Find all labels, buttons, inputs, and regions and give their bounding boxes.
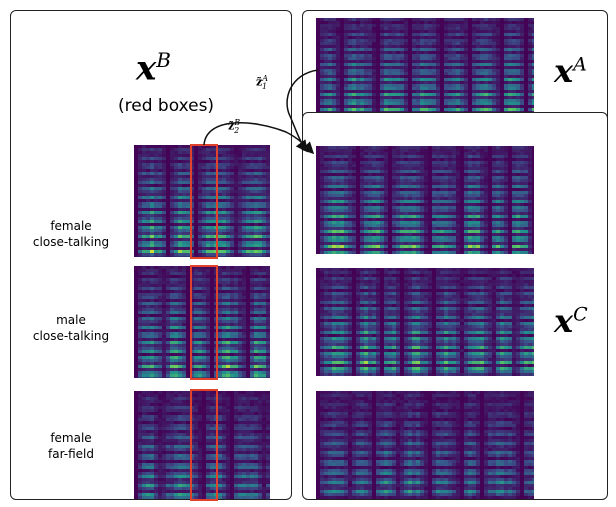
xa-symbol: xA <box>554 52 587 90</box>
row-label-line1: female <box>50 219 92 233</box>
spectrogram-texture <box>316 146 534 254</box>
z1a-sup: A <box>262 74 269 83</box>
arrow-z1a <box>286 69 319 153</box>
row-label-line1: male <box>56 313 86 327</box>
xc-symbol: xC <box>554 302 588 340</box>
arrow-z2b <box>203 122 315 155</box>
row-label-female-far: female far-field <box>16 430 126 462</box>
xc-superscript: C <box>573 303 588 326</box>
xa-superscript: A <box>573 53 587 76</box>
spectrogram-texture <box>316 18 534 126</box>
xb-symbol: xB <box>136 48 171 88</box>
spectrogram-female-far <box>134 391 270 499</box>
xb-base: x <box>136 48 157 89</box>
spectrogram-xc-1 <box>316 146 534 254</box>
row-label-female-close: female close-talking <box>16 218 126 250</box>
z2b-sub: 2 <box>234 125 240 135</box>
spectrogram-texture <box>316 268 534 376</box>
z1a-label: z̃A1 <box>256 74 269 91</box>
spectrogram-xc-2 <box>316 268 534 376</box>
row-label-line2: far-field <box>48 447 94 461</box>
red-box-2 <box>190 265 218 380</box>
spectrogram-xa <box>316 18 534 126</box>
row-label-line2: close-talking <box>32 235 110 249</box>
z1a-base: z̃ <box>256 75 263 89</box>
row-label-male-close: male close-talking <box>16 312 126 344</box>
row-label-line1: female <box>50 431 92 445</box>
spectrogram-xc-3 <box>316 391 534 499</box>
red-box-3 <box>190 389 218 501</box>
xb-superscript: B <box>156 48 171 72</box>
xb-subtitle: (red boxes) <box>118 96 215 116</box>
xc-base: x <box>554 302 574 340</box>
row-label-line2: close-talking <box>32 329 110 343</box>
spectrogram-texture <box>316 391 534 499</box>
z1a-sub: 1 <box>262 81 268 91</box>
z2b-base: z̃ <box>228 119 235 133</box>
xa-base: x <box>554 52 574 90</box>
